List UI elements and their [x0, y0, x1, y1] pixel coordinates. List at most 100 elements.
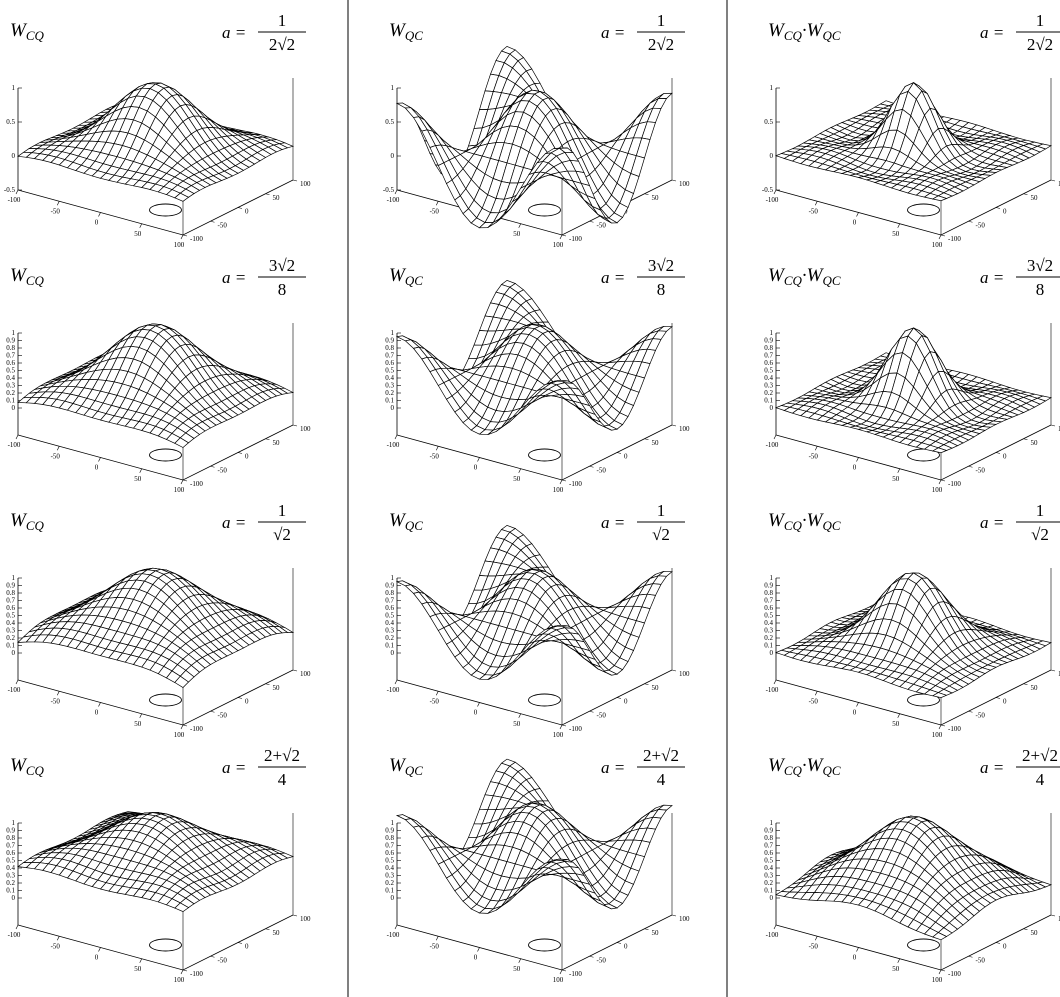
y-tick-label: 50 [273, 439, 281, 447]
x-tick-label: 0 [853, 709, 857, 717]
x-tick [180, 724, 184, 730]
panel-label: WCQ·WQC [768, 510, 841, 533]
z-tick-label: 1 [770, 84, 774, 92]
x-tick-label: 0 [95, 954, 99, 962]
surface-cell [174, 437, 190, 448]
formula-denominator: √2 [652, 525, 670, 544]
formula-lhs: a = [601, 513, 625, 532]
panel: WQC a =3√2810.90.80.70.60.50.40.30.20.10-… [385, 256, 690, 494]
x-tick [435, 446, 439, 451]
x-tick-label: -50 [809, 452, 819, 460]
y-tick-label: 100 [300, 915, 311, 923]
z-tick-label: 0.5 [6, 367, 15, 375]
z-tick-label: 0.6 [6, 359, 15, 367]
x-tick [394, 924, 398, 930]
y-tick [237, 452, 243, 454]
panel-label: WCQ [10, 265, 44, 288]
y-tick [644, 928, 649, 931]
formula-numerator: 3√2 [269, 256, 295, 275]
formula-numerator: 1 [657, 501, 666, 520]
y-tick [644, 438, 649, 441]
z-tick-label: 0.2 [6, 389, 15, 397]
label-sub: CQ [784, 763, 803, 778]
surface-cell [395, 102, 413, 109]
panel-label: WCQ [10, 20, 44, 43]
y-tick-label: -50 [597, 711, 607, 719]
y-tick [237, 942, 243, 944]
panel: WCQ a =2+√2410.90.80.70.60.50.40.30.20.10… [6, 746, 311, 984]
x-tick [56, 201, 60, 206]
z-tick-label: 1 [12, 84, 16, 92]
x-tick-label: 50 [134, 965, 142, 973]
y-tick-label: 0 [1003, 453, 1007, 461]
label-sub: QC [405, 273, 423, 288]
x-tick [897, 468, 901, 473]
z-tick-label: 0 [12, 894, 16, 902]
x-tick [518, 468, 522, 473]
x-tick [518, 958, 522, 963]
x-tick [477, 947, 480, 952]
surface [17, 82, 295, 202]
z-tick-label: 0.5 [764, 367, 773, 375]
x-tick [559, 479, 563, 485]
formula-lhs: a = [980, 23, 1004, 42]
formula-numerator: 1 [278, 501, 287, 520]
x-tick [98, 212, 101, 217]
x-tick [180, 234, 184, 240]
x-tick [15, 189, 19, 195]
x-tick-label: 50 [134, 230, 142, 238]
y-tick-label: 50 [652, 194, 660, 202]
y-tick-label: -100 [569, 725, 582, 733]
x-tick-label: -50 [51, 207, 61, 215]
y-tick [589, 710, 594, 713]
z-tick-label: 0.8 [764, 344, 773, 352]
y-tick-label: 100 [300, 180, 311, 188]
z-tick-label: 0.9 [764, 337, 773, 345]
z-tick-label: 1 [391, 329, 395, 337]
y-tick-label: -100 [190, 725, 203, 733]
x-tick-label: -100 [387, 441, 400, 449]
z-tick-label: 0 [391, 404, 395, 412]
label-sub: QC [405, 28, 423, 43]
y-tick-label: -100 [569, 480, 582, 488]
x-tick-label: 50 [513, 720, 521, 728]
x-tick [938, 479, 942, 485]
floor-contour [528, 693, 561, 707]
y-tick [210, 710, 215, 713]
x-tick [394, 679, 398, 685]
x-tick [56, 936, 60, 941]
y-tick-label: -50 [976, 466, 986, 474]
z-tick-label: -0.5 [383, 186, 395, 194]
x-tick [477, 702, 480, 707]
y-tick [1023, 683, 1028, 686]
x-tick [139, 223, 143, 228]
y-tick [616, 697, 622, 699]
z-tick-label: 0 [391, 894, 395, 902]
x-tick-label: -100 [766, 196, 779, 204]
x-tick-label: 50 [134, 475, 142, 483]
x-tick [856, 457, 859, 462]
y-tick-label: 100 [679, 915, 690, 923]
z-tick-label: 0 [770, 404, 774, 412]
x-tick-label: 100 [174, 241, 185, 249]
panel-label: WQC [389, 755, 423, 778]
x-tick [773, 189, 777, 195]
label-sub: QC [405, 763, 423, 778]
y-tick [995, 452, 1001, 454]
panel: WCQ a =3√2810.90.80.70.60.50.40.30.20.10-… [6, 256, 311, 494]
z-tick-label: 0.3 [764, 382, 773, 390]
y-tick-label: 0 [624, 698, 628, 706]
floor-contour [149, 693, 182, 707]
z-tick-label: 0.1 [385, 397, 394, 405]
y-tick [182, 724, 188, 727]
y-tick-label: 0 [245, 698, 249, 706]
floor-contour [528, 938, 561, 952]
z-tick-label: 0.2 [764, 389, 773, 397]
x-tick [56, 446, 60, 451]
surface [395, 758, 673, 914]
surface [774, 327, 1052, 454]
surface-cell [657, 325, 673, 332]
x-tick [180, 479, 184, 485]
label-sub: CQ [26, 763, 45, 778]
